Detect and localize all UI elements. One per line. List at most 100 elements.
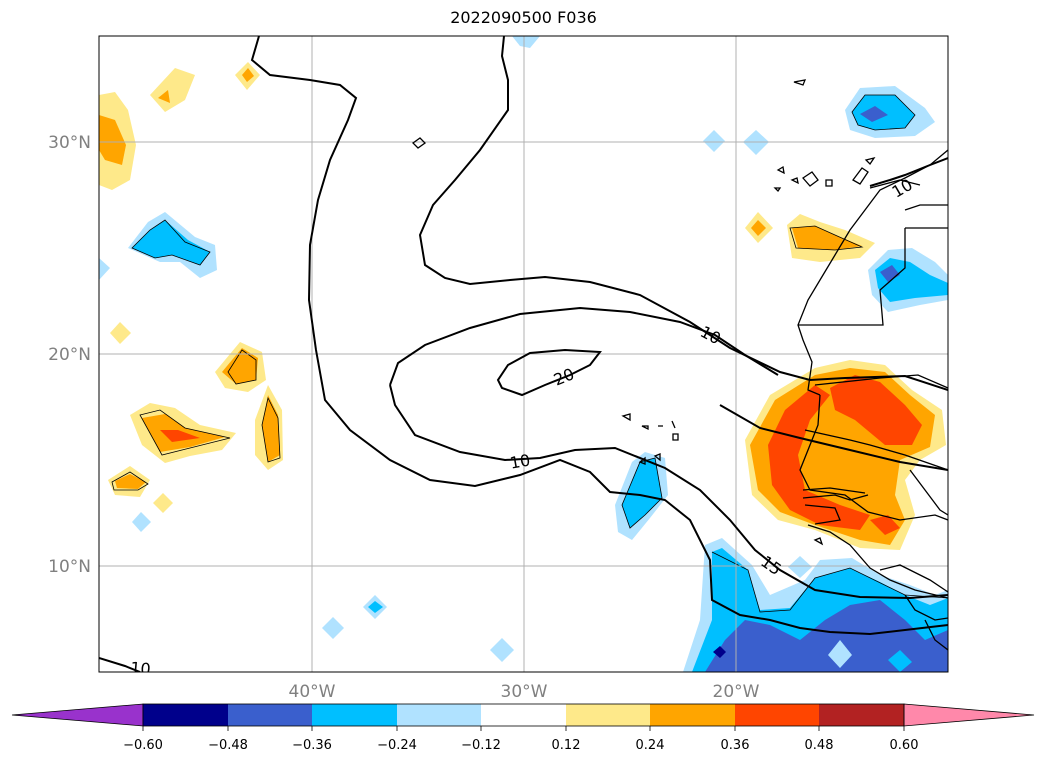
contour-lines — [99, 36, 948, 672]
patch-neg-small-1 — [132, 512, 151, 532]
island-madeira — [793, 79, 807, 86]
border-ws-box — [798, 228, 906, 326]
contour-lower — [389, 384, 948, 600]
border-senegal — [804, 429, 948, 471]
cv-2 — [641, 425, 649, 431]
plot-frame — [98, 35, 949, 673]
patch-africa-hot-s — [870, 515, 900, 535]
patch-africa-hot-ne — [830, 375, 922, 445]
colorbar-left-arrow — [11, 703, 144, 727]
patch-mid-3-hot — [160, 430, 200, 442]
patch-neg-edge — [99, 258, 110, 280]
patch-neg-ne-3-deep — [860, 106, 888, 122]
island-azores — [411, 137, 427, 149]
patch-neg-small-5 — [788, 556, 812, 578]
colorbar-right-arrow — [903, 703, 1035, 727]
canary-2 — [790, 177, 799, 185]
colorbar-bin-3 — [312, 704, 397, 726]
colorbar-bin-6 — [566, 704, 650, 726]
border-morocco — [904, 204, 948, 211]
border-inland-3 — [904, 594, 948, 621]
patch-neg-small-2b — [368, 601, 383, 613]
colorbar-tick-3: −0.24 — [377, 738, 417, 753]
lon-label-30w: 30°W — [501, 682, 548, 702]
map-plot: 10 20 10 15 10 10 — [99, 36, 948, 679]
patch-small-1 — [110, 322, 131, 344]
coast-west-africa — [807, 524, 948, 599]
canary-4 — [825, 179, 833, 187]
colorbar-tick-9: 0.60 — [890, 738, 919, 753]
colorbar-bin-8 — [735, 704, 819, 726]
colorbar-bin-4 — [397, 704, 481, 726]
coast-strait — [869, 179, 921, 189]
border-inland-2 — [879, 564, 948, 593]
patch-north-2-core — [242, 68, 254, 82]
patch-neg-top — [512, 36, 540, 48]
patch-neg-south-deep — [713, 646, 726, 658]
contour-outer-west — [250, 36, 948, 636]
latitude-labels: 30°N 20°N 10°N — [48, 133, 91, 577]
canary-1 — [776, 165, 785, 175]
patch-neg-small-3 — [322, 617, 344, 639]
border-mali — [799, 394, 948, 521]
colorbar-tick-0: −0.60 — [123, 738, 163, 753]
colorbar-tick-7: 0.36 — [721, 738, 750, 753]
contour-20 — [496, 348, 602, 397]
contour-15-band — [719, 404, 948, 471]
colorbar-tick-8: 0.48 — [805, 738, 834, 753]
contour-10-south — [389, 306, 779, 386]
canary-5 — [852, 167, 869, 185]
colorbar-tick-6: 0.24 — [636, 738, 665, 753]
lat-label-30n: 30°N — [48, 133, 91, 153]
patch-neg-mid-core — [622, 458, 662, 528]
patch-neg-south-hole — [828, 640, 852, 668]
cv-5 — [672, 433, 679, 441]
canary-7 — [773, 187, 782, 193]
patch-mid-2-core — [262, 395, 280, 462]
patch-neg-south-hole2 — [888, 650, 912, 672]
patch-sw-2 — [153, 493, 173, 513]
patch-sw-1-core — [115, 474, 146, 489]
canary-3 — [802, 171, 819, 187]
colorbar-frame — [142, 703, 905, 727]
gambia-river — [802, 494, 869, 501]
lat-label-10n: 10°N — [48, 557, 91, 577]
patch-north-1 — [150, 68, 195, 112]
lat-label-20n: 20°N — [48, 345, 91, 365]
cv-1 — [621, 413, 631, 422]
colorbar-tick-2: −0.36 — [292, 738, 332, 753]
cv-4 — [671, 420, 676, 429]
border-guinea — [802, 487, 866, 494]
patch-east-2-core — [792, 226, 862, 250]
colorbar-bin-1 — [143, 704, 228, 726]
patch-neg-small-4 — [490, 638, 514, 662]
contour-mid — [99, 657, 141, 672]
contour-inner-loop — [418, 36, 948, 391]
island-bijagos — [813, 537, 824, 546]
patch-neg-nw-core — [132, 220, 210, 265]
negative-anomaly-patches — [99, 36, 948, 672]
patch-neg-africa-n-deep — [880, 265, 900, 282]
patch-africa-hot-arc — [768, 385, 870, 530]
cv-7 — [653, 453, 661, 462]
colorbar-bin-7 — [650, 704, 735, 726]
contour-label-10-b: 10 — [508, 450, 531, 472]
colorbar-bin-5 — [481, 704, 566, 726]
patch-mid-1-core — [222, 348, 258, 384]
border-gb — [804, 504, 841, 525]
longitude-labels: 40°W 30°W 20°W — [289, 682, 760, 702]
patch-north-1-core — [158, 90, 170, 103]
lon-label-20w: 20°W — [713, 682, 760, 702]
coastlines — [411, 79, 948, 651]
map-title: 2022090500 F036 — [450, 8, 597, 27]
contour-label-10-c: 10 — [130, 658, 152, 679]
contour-ne-10 — [869, 157, 948, 187]
patch-nw-coast-core — [99, 115, 126, 165]
lon-label-40w: 40°W — [289, 682, 336, 702]
patch-east-1-core — [751, 220, 766, 236]
border-inland — [909, 469, 948, 516]
colorbar-bin-2 — [228, 704, 312, 726]
patch-neg-south-dark — [705, 600, 948, 672]
colorbar-tick-1: −0.48 — [208, 738, 248, 753]
